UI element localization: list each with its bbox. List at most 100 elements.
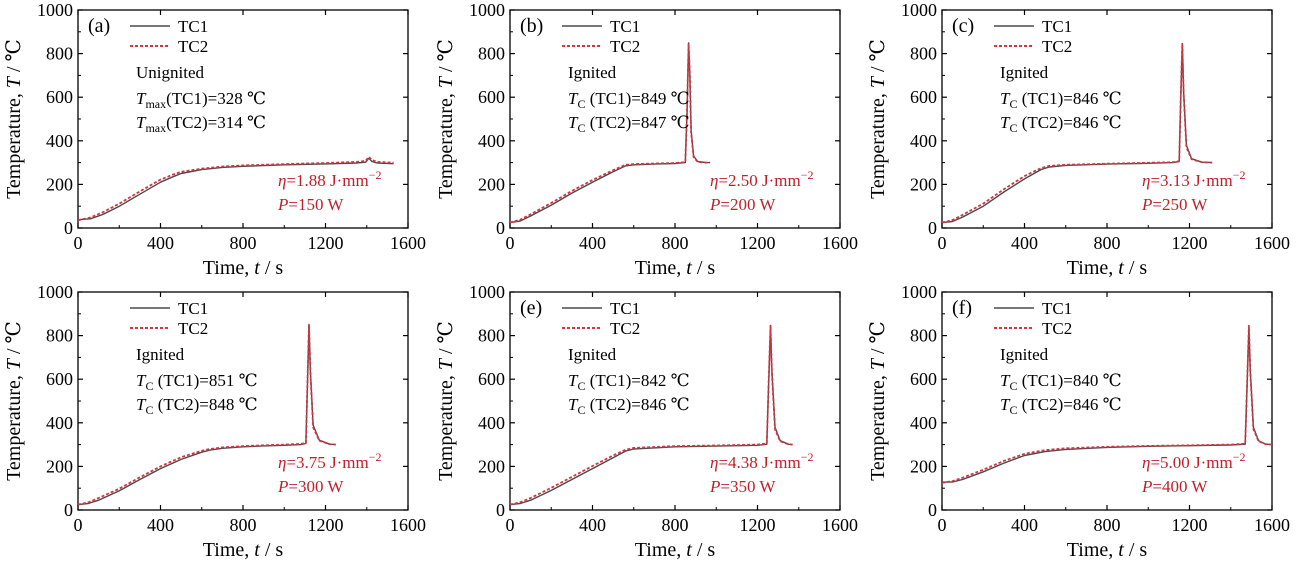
temp-value: (TC1)=851 ℃: [153, 371, 257, 390]
y-axis-label: Temperature, T / ℃: [867, 39, 889, 199]
y-tick-label: 800: [478, 44, 505, 64]
temp-subscript: C: [577, 379, 585, 393]
x-axis-label: Time, t / s: [1067, 257, 1148, 279]
temp-subscript: C: [1009, 97, 1017, 111]
y-tick-label: 1000: [901, 282, 937, 302]
x-tick-label: 1200: [1172, 233, 1208, 253]
legend-label: TC1: [1042, 17, 1072, 36]
x-axis-label-unit: / s: [692, 539, 716, 561]
x-tick-label: 0: [74, 515, 83, 535]
y-tick-label: 200: [478, 174, 505, 194]
eta-exponent: −2: [801, 168, 814, 182]
x-tick-label: 1200: [308, 515, 344, 535]
x-tick-label: 1600: [1254, 515, 1290, 535]
power-value: =350 W: [720, 477, 776, 496]
power-symbol: P: [1141, 195, 1152, 214]
legend-label: TC1: [610, 299, 640, 318]
x-axis-label: Time, t / s: [203, 257, 284, 279]
y-tick-label: 600: [46, 369, 73, 389]
y-tick-label: 600: [478, 87, 505, 107]
chart-svg: 0 400 800 1200 1600 0 200 400 600 800 1000 Time, t …: [3, 282, 426, 561]
x-axis-label-main: Time,: [203, 539, 255, 561]
x-axis-label-unit: / s: [1124, 257, 1148, 279]
series-line-tc2: [510, 324, 793, 506]
chart-panel: 0 400 800 1200 1600 0 200 400 600 800 1000 Time, t …: [432, 0, 864, 282]
y-axis-label-var: T: [3, 75, 25, 88]
y-axis-label-var: T: [435, 357, 457, 370]
temp-value: (TC1)=328 ℃: [166, 89, 266, 108]
x-tick-label: 800: [230, 233, 257, 253]
y-axis-label: Temperature, T / ℃: [867, 321, 889, 481]
y-tick-label: 200: [478, 456, 505, 476]
temp-value: (TC1)=849 ℃: [585, 89, 689, 108]
x-axis-label: Time, t / s: [203, 539, 284, 561]
y-tick-label: 0: [64, 500, 73, 520]
y-tick-label: 800: [46, 44, 73, 64]
temp-var: T: [1000, 113, 1011, 132]
y-axis-label-var: T: [867, 357, 889, 370]
eta-value: =5.00 J·mm: [1150, 453, 1232, 472]
temp-var: T: [568, 89, 579, 108]
y-axis-label-main: Temperature,: [3, 370, 25, 481]
x-tick-label: 1200: [740, 233, 776, 253]
power-value: =150 W: [288, 195, 344, 214]
temp-var: T: [1000, 371, 1011, 390]
y-tick-label: 0: [928, 218, 937, 238]
x-tick-label: 800: [1094, 515, 1121, 535]
eta-symbol: η: [1142, 171, 1150, 190]
power-annotation: P=300 W: [277, 477, 344, 496]
panel-label: (c): [952, 15, 974, 37]
y-axis-label-unit: / ℃: [435, 321, 457, 359]
x-axis-label-unit: / s: [692, 257, 716, 279]
x-axis-label: Time, t / s: [635, 539, 716, 561]
x-tick-label: 400: [579, 515, 606, 535]
y-tick-label: 600: [478, 369, 505, 389]
power-value: =250 W: [1152, 195, 1208, 214]
temperature-annotation: TC (TC2)=846 ℃: [1000, 113, 1122, 135]
power-annotation: P=350 W: [709, 477, 776, 496]
x-tick-label: 1600: [822, 233, 858, 253]
temp-var: T: [568, 371, 579, 390]
y-tick-label: 1000: [469, 282, 505, 302]
chart-panel: 0 400 800 1200 1600 0 200 400 600 800 1000 Time, t …: [0, 0, 432, 282]
chart-svg: 0 400 800 1200 1600 0 200 400 600 800 1000 Time, t …: [435, 0, 858, 279]
power-value: =400 W: [1152, 477, 1208, 496]
x-tick-label: 800: [662, 515, 689, 535]
y-tick-label: 200: [46, 456, 73, 476]
x-tick-label: 400: [1011, 233, 1038, 253]
x-axis-label-unit: / s: [1124, 539, 1148, 561]
y-tick-label: 400: [478, 413, 505, 433]
series-line-tc2: [78, 324, 336, 506]
x-tick-label: 0: [938, 515, 947, 535]
y-tick-label: 0: [64, 218, 73, 238]
y-tick-label: 0: [496, 218, 505, 238]
ignition-status: Ignited: [568, 345, 617, 364]
series-line-tc2: [942, 324, 1272, 484]
temp-value: (TC2)=314 ℃: [166, 113, 266, 132]
ignition-status: Ignited: [1000, 63, 1049, 82]
temp-var: T: [136, 371, 147, 390]
x-axis-label-var: t: [254, 539, 260, 561]
y-axis-label-var: T: [3, 357, 25, 370]
power-value: =300 W: [288, 477, 344, 496]
eta-exponent: −2: [1233, 168, 1246, 182]
chart-svg: 0 400 800 1200 1600 0 200 400 600 800 1000 Time, t …: [435, 282, 858, 561]
temp-value: (TC2)=846 ℃: [1017, 113, 1121, 132]
eta-symbol: η: [710, 171, 718, 190]
x-axis-label-unit: / s: [260, 257, 284, 279]
x-axis-label-var: t: [1118, 257, 1124, 279]
y-tick-label: 800: [478, 326, 505, 346]
y-tick-label: 400: [46, 413, 73, 433]
eta-value: =1.88 J·mm: [286, 171, 368, 190]
energy-density-annotation: η=3.13 J·mm−2: [1142, 168, 1246, 190]
legend-label: TC1: [178, 299, 208, 318]
x-tick-label: 1600: [390, 515, 426, 535]
y-tick-label: 600: [46, 87, 73, 107]
x-tick-label: 400: [1011, 515, 1038, 535]
temperature-annotation: TC (TC1)=849 ℃: [568, 89, 690, 111]
x-tick-label: 0: [938, 233, 947, 253]
energy-density-annotation: η=1.88 J·mm−2: [278, 168, 382, 190]
x-tick-label: 0: [506, 233, 515, 253]
power-annotation: P=150 W: [277, 195, 344, 214]
temp-subscript: max: [145, 97, 166, 111]
